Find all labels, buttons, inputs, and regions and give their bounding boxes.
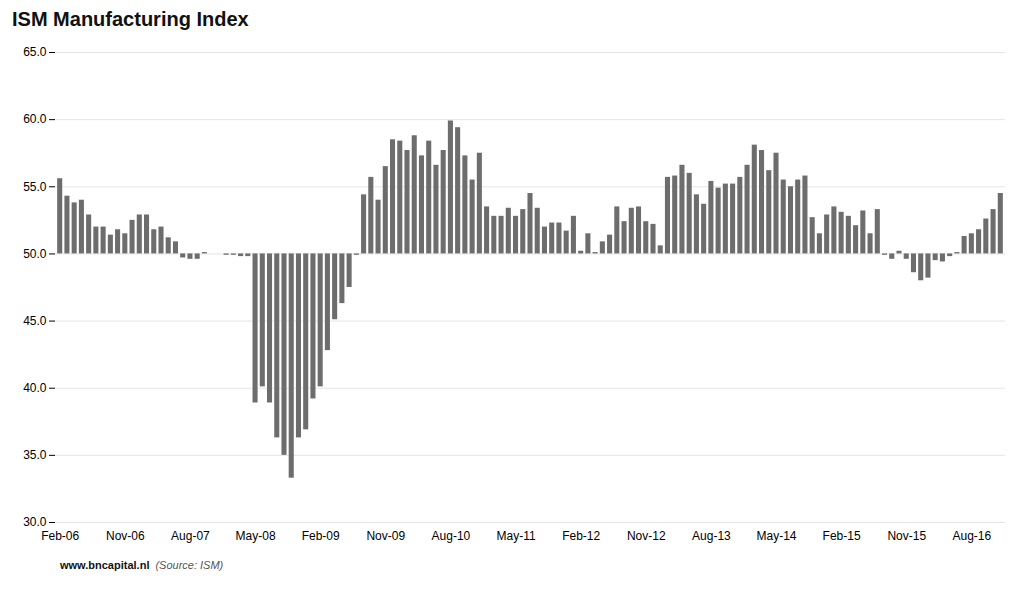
svg-text:May-08: May-08 [236,529,276,543]
svg-text:Feb-15: Feb-15 [823,529,861,543]
svg-text:Aug-10: Aug-10 [432,529,471,543]
svg-text:55.0: 55.0 [23,180,47,194]
svg-text:50.0: 50.0 [23,247,47,261]
svg-text:Aug-13: Aug-13 [692,529,731,543]
svg-text:Nov-09: Nov-09 [366,529,405,543]
svg-text:30.0: 30.0 [23,515,47,529]
svg-text:40.0: 40.0 [23,381,47,395]
html-text:ISM Manufacturing Index: ISM Manufacturing Index [12,8,249,30]
svg-text:Nov-06: Nov-06 [106,529,145,543]
svg-text:Aug-07: Aug-07 [171,529,210,543]
svg-text:65.0: 65.0 [23,45,47,59]
svg-text:35.0: 35.0 [23,448,47,462]
svg-text:Nov-15: Nov-15 [887,529,926,543]
html-text:www.bncapital.nl: www.bncapital.nl [60,559,150,571]
svg-text:Nov-12: Nov-12 [627,529,666,543]
svg-text:May-11: May-11 [496,529,535,543]
svg-text:Feb-09: Feb-09 [302,529,340,543]
svg-text:Feb-06: Feb-06 [41,529,79,543]
svg-text:Feb-12: Feb-12 [562,529,600,543]
svg-text:Aug-16: Aug-16 [953,529,992,543]
svg-text:60.0: 60.0 [23,112,47,126]
svg-text:45.0: 45.0 [23,314,47,328]
svg-text:May-14: May-14 [756,529,796,543]
html-text:(Source: ISM): (Source: ISM) [155,559,224,571]
